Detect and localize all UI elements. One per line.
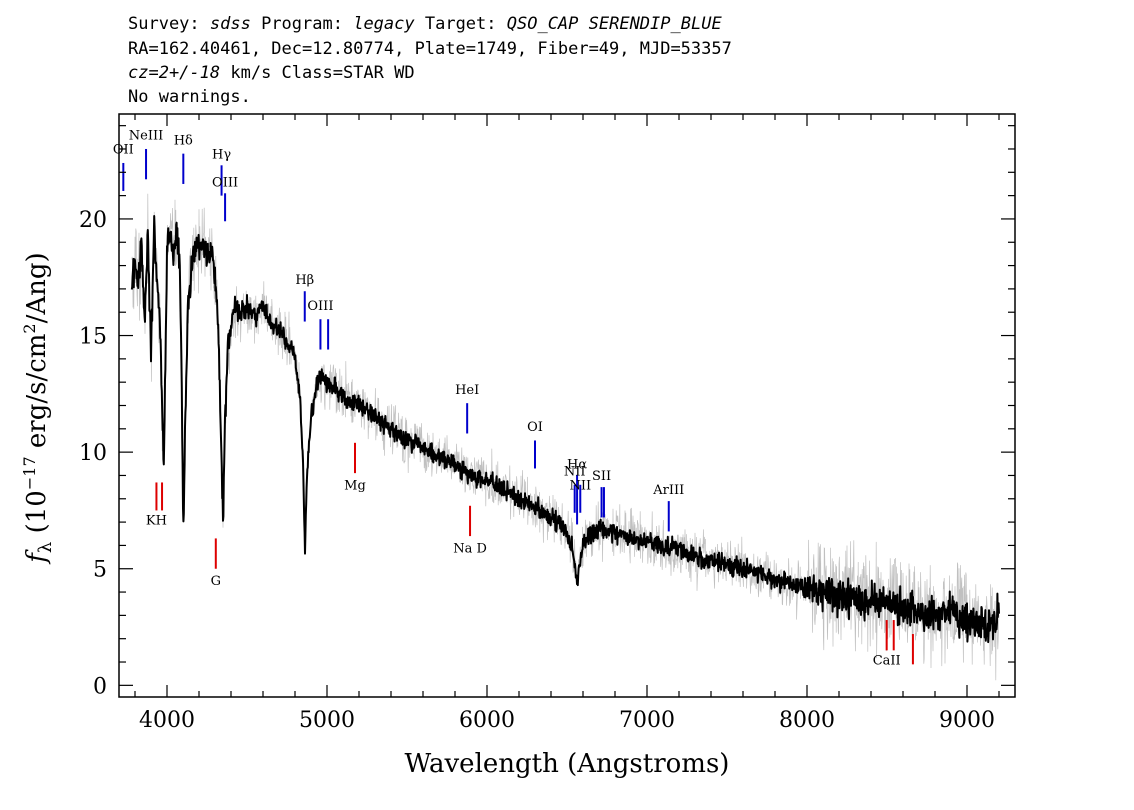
header-class-line: cz=2+/-18 km/s Class=STAR WD <box>128 63 415 83</box>
x-tick-label: 4000 <box>139 708 195 733</box>
y-tick-label: 0 <box>93 674 107 699</box>
absorption-line-label: Mg <box>344 478 366 493</box>
emission-line-label: OIII <box>307 299 333 314</box>
x-axis-title: Wavelength (Angstroms) <box>405 749 730 779</box>
emission-line-label: OII <box>113 143 134 158</box>
absorption-line-label: CaII <box>873 653 901 668</box>
x-tick-label: 8000 <box>779 708 835 733</box>
spectrum-header: Survey: sdss Program: legacy Target: QSO… <box>128 14 732 107</box>
emission-line-label: Hβ <box>295 273 314 288</box>
flux-line <box>130 215 1000 644</box>
header-warnings-line: No warnings. <box>128 87 251 107</box>
emission-line-label: SII <box>592 469 611 484</box>
y-tick-label: 5 <box>93 558 107 583</box>
emission-line-label: NeIII <box>129 129 163 144</box>
emission-line-label: NII <box>569 478 591 493</box>
absorption-line-label: KH <box>146 513 167 528</box>
emission-line-label: Hγ <box>212 147 231 162</box>
x-tick-label: 7000 <box>619 708 675 733</box>
absorption-line-label: G <box>211 574 221 589</box>
emission-line-label: Hδ <box>174 133 193 148</box>
y-axis-title: fλ (10−17 erg/s/cm2/Ang) <box>20 252 56 564</box>
emission-line-label: NII <box>564 464 586 479</box>
emission-line-label: OI <box>527 420 543 435</box>
x-tick-label: 9000 <box>939 708 995 733</box>
emission-line-label: OIII <box>212 175 238 190</box>
y-tick-label: 20 <box>79 208 107 233</box>
plot-axes: 4000 5000 6000 7000 8000 9000 0 5 10 15 20 <box>79 113 1016 733</box>
header-coordinates-line: RA=162.40461, Dec=12.80774, Plate=1749, … <box>128 39 732 59</box>
x-tick-label: 6000 <box>459 708 515 733</box>
y-tick-label: 15 <box>79 325 107 350</box>
y-tick-label: 10 <box>79 441 107 466</box>
x-tick-label: 5000 <box>299 708 355 733</box>
emission-line-label: HeI <box>455 383 479 398</box>
flux-series <box>130 215 1000 644</box>
emission-line-label: ArIII <box>652 483 684 498</box>
absorption-line-label: Na D <box>453 541 487 556</box>
emission-line-label: Hα <box>567 457 587 472</box>
header-target-line: Survey: sdss Program: legacy Target: QSO… <box>128 14 722 34</box>
